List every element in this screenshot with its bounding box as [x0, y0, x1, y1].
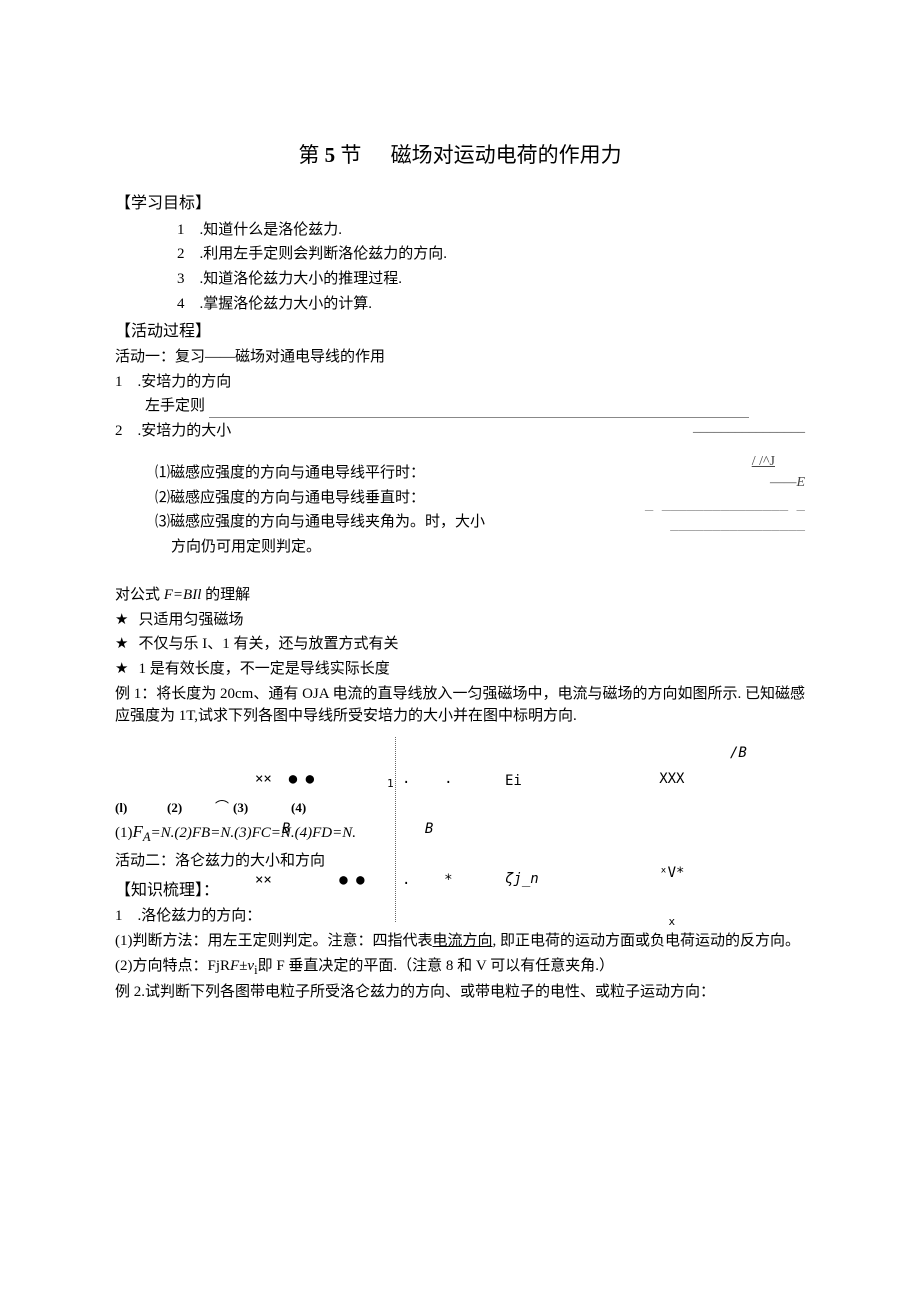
lorentz-p1: (1)判断方法：用左王定则判定。注意：四指代表电流方向, 即正电荷的运动方面或负…	[115, 931, 805, 953]
case-line: ⑵磁感应强度的方向与通电导线垂直时：	[115, 488, 635, 510]
diag4-side: /B	[730, 745, 747, 762]
lorentz-p2: (2)方向特点：FjRF±vi即 F 垂直决定的平面.（注意 8 和 V 可以有…	[115, 956, 805, 979]
diag4: XXX ˣV* x	[655, 737, 689, 962]
diag2-l2: B	[402, 821, 453, 838]
bullet-text: 不仅与乐 I、1 有关，还与放置方式有关	[138, 636, 398, 652]
diag1-l3: ×× ● ●	[255, 872, 365, 889]
diag-e: —E	[784, 475, 805, 490]
diag-line: ________________	[635, 418, 805, 438]
ans-A: A	[143, 830, 151, 844]
case-line: ⑴磁感应强度的方向与通电导线平行时：	[115, 463, 635, 485]
p2-tail: 即 F 垂直决定的平面.（注意 8 和 V 可以有任意夹角.）	[258, 958, 614, 974]
section-prefix: 第	[298, 143, 319, 167]
objective-item: 1 .知道什么是洛伦兹力.	[115, 220, 805, 242]
diag-slash: / /^J	[752, 454, 775, 469]
diagram-label-row: (l) (2) ⌒ (3) (4)	[115, 799, 805, 817]
bullet-text: 1 是有效长度，不一定是导线实际长度	[138, 661, 389, 677]
p2-prefix: (2)方向特点：FjR	[115, 958, 230, 974]
diag-label: (3)	[233, 799, 248, 818]
diag2-l3: . *	[402, 872, 453, 889]
page-title: 第 5 节 磁场对运动电荷的作用力	[115, 140, 805, 170]
bullet-line: ★ 只适用匀强磁场	[115, 610, 805, 632]
lefthand-label: 左手定则	[145, 398, 205, 414]
objective-item: 2 .利用左手定则会判断洛伦兹力的方向.	[115, 244, 805, 266]
diag-label: (2)	[167, 799, 182, 818]
star-icon: ★	[115, 661, 128, 677]
blank-underline	[209, 400, 749, 418]
section-suffix: 节	[340, 143, 361, 167]
diag4-l2: ˣV*	[655, 865, 689, 882]
diag-label: (l)	[115, 799, 127, 818]
diag1-l1: ×× ● ●	[255, 771, 365, 788]
right-diagram-area: ________________ / /^J ——E _ ___________…	[635, 418, 805, 533]
title-text: 磁场对运动电荷的作用力	[391, 143, 622, 167]
diag3-l1: Ei	[505, 773, 539, 790]
p1-prefix: (1)判断方法：用左王定则判定。注意：四指代表	[115, 933, 433, 949]
case-line: ⑶磁感应强度的方向与通电导线夹角为。时，大小	[115, 512, 635, 534]
p1-suffix: , 即正电荷的运动方面或负电荷运动的反方向。	[493, 933, 801, 949]
objective-item: 3 .知道洛伦兹力大小的推理过程.	[115, 269, 805, 291]
diag2: . . B . *	[395, 737, 453, 922]
diag3-l2: ζj_n	[505, 871, 539, 888]
p2-F: F	[230, 958, 239, 974]
formula-expr: F=BIl	[164, 587, 202, 603]
diag-line: _ _______________ _	[635, 493, 805, 513]
diag4-l3: x	[655, 915, 689, 928]
p1-underline: 电流方向	[433, 933, 493, 949]
activity1-item2: 2 .安培力的大小	[115, 421, 635, 443]
activity-process-header: 【活动过程】	[115, 320, 805, 343]
formula-heading-suffix: 的理解	[201, 587, 250, 603]
activity1-title: 活动一：复习——磁场对通电导线的作用	[115, 347, 805, 369]
diag4-l1: XXX	[655, 771, 689, 788]
diag1: ×× ● ● B ×× ● ●	[255, 737, 365, 922]
formula-heading-prefix: 对公式	[115, 587, 164, 603]
bullet-line: ★ 不仅与乐 I、1 有关，还与放置方式有关	[115, 634, 805, 656]
bullet-text: 只适用匀强磁场	[138, 612, 243, 628]
bullet-line: ★ 1 是有效长度，不一定是导线实际长度	[115, 659, 805, 681]
section-number: 第 5 节	[298, 143, 366, 167]
star-icon: ★	[115, 612, 128, 628]
star-icon: ★	[115, 636, 128, 652]
case-tail: 方向仍可用定则判定。	[115, 537, 635, 559]
activity2-title: 活动二：洛仑兹力的大小和方向	[115, 851, 805, 873]
diag2-l1: . .	[402, 771, 453, 788]
diag-dash: —	[770, 475, 784, 490]
ans-F: F	[133, 822, 143, 841]
example2-text: 例 2.试判断下列各图带电粒子所受洛仑兹力的方向、或带电粒子的电性、或粒子运动方…	[115, 982, 805, 1004]
diag-line: ——E	[635, 473, 805, 493]
formula-heading: 对公式 F=BIl 的理解	[115, 585, 805, 607]
example1-answers: (1)FA=N.(2)FB=N.(3)FC=N.(4)FD=N.	[115, 820, 805, 846]
diag-line: ________________	[635, 513, 805, 533]
diag3: Ei ζj_n	[505, 739, 539, 921]
diag-cap: ⌒	[215, 799, 229, 819]
knowledge-header: 【知识梳理】：	[115, 879, 805, 902]
diag1-l2: B	[255, 821, 365, 838]
objectives-header: 【学习目标】	[115, 192, 805, 215]
lefthand-rule-line: 左手定则	[115, 396, 805, 418]
ans-prefix: (1)	[115, 825, 133, 841]
objective-item: 4 .掌握洛伦兹力大小的计算.	[115, 294, 805, 316]
section-number-value: 5	[325, 143, 336, 167]
example1-diagrams: ×× ● ● B ×× ● ● . . B . * 1 Ei ζj_n XXX …	[115, 737, 805, 797]
lorentz-item1: 1 .洛伦兹力的方向：	[115, 906, 805, 928]
diag2-sub: 1	[387, 777, 394, 790]
example1-text: 例 1：将长度为 20cm、通有 OJA 电流的直导线放入一匀强磁场中，电流与磁…	[115, 684, 805, 728]
diag-line: / /^J	[635, 452, 805, 472]
activity1-item1: 1 .安培力的方向	[115, 372, 805, 394]
diag-label: (4)	[291, 799, 306, 818]
